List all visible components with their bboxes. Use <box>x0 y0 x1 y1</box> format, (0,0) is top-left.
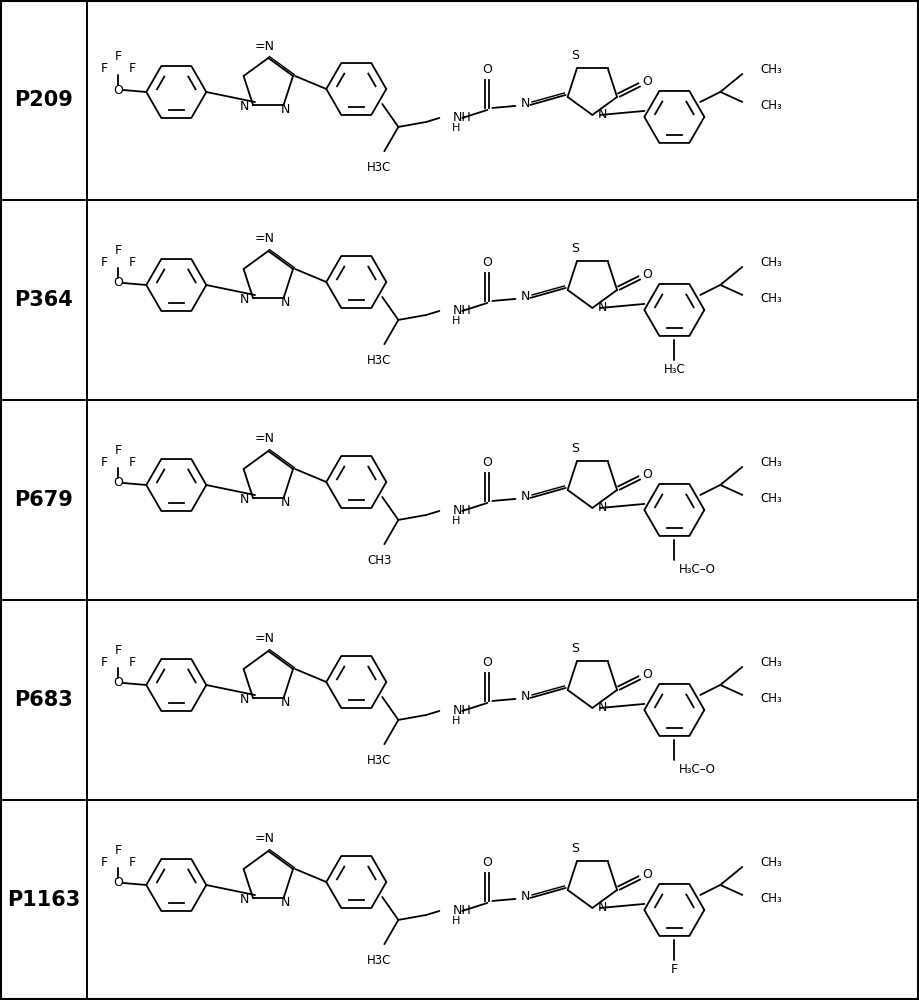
Text: CH₃: CH₃ <box>760 692 782 705</box>
Text: =N: =N <box>255 633 274 646</box>
Text: CH₃: CH₃ <box>760 892 782 905</box>
Text: CH₃: CH₃ <box>760 256 782 269</box>
Text: H: H <box>452 516 460 526</box>
Text: F: F <box>129 456 136 468</box>
Text: O: O <box>482 656 493 669</box>
Text: F: F <box>115 50 122 64</box>
Text: CH₃: CH₃ <box>760 99 782 112</box>
Text: H3C: H3C <box>368 354 391 367</box>
Text: N: N <box>521 97 530 110</box>
Text: S: S <box>571 442 579 455</box>
Text: N: N <box>521 890 530 903</box>
Text: N: N <box>521 290 530 303</box>
Text: O: O <box>642 268 652 281</box>
Text: F: F <box>101 456 108 468</box>
Text: H₃C–O: H₃C–O <box>679 563 716 576</box>
Text: H: H <box>452 123 460 133</box>
Text: O: O <box>642 668 652 681</box>
Text: O: O <box>113 276 123 290</box>
Text: S: S <box>571 642 579 655</box>
Text: O: O <box>482 63 493 76</box>
Text: F: F <box>101 62 108 76</box>
Text: S: S <box>571 49 579 62</box>
Text: O: O <box>642 868 652 881</box>
Text: CH₃: CH₃ <box>760 492 782 505</box>
Text: O: O <box>642 468 652 481</box>
Text: O: O <box>482 256 493 269</box>
Text: CH3: CH3 <box>368 554 391 567</box>
Text: F: F <box>115 844 122 856</box>
Text: O: O <box>482 456 493 469</box>
Text: NH: NH <box>452 704 471 717</box>
Text: CH₃: CH₃ <box>760 63 782 76</box>
Text: H3C: H3C <box>368 754 391 767</box>
Text: NH: NH <box>452 111 471 124</box>
Text: H₃C: H₃C <box>664 363 686 376</box>
Text: CH₃: CH₃ <box>760 856 782 869</box>
Text: H3C: H3C <box>368 954 391 967</box>
Text: H: H <box>452 316 460 326</box>
Text: CH₃: CH₃ <box>760 656 782 669</box>
Text: O: O <box>113 876 123 890</box>
Text: N: N <box>281 896 290 909</box>
Text: O: O <box>113 84 123 97</box>
Text: F: F <box>115 644 122 656</box>
Text: N: N <box>597 108 607 121</box>
Text: H: H <box>452 716 460 726</box>
Text: F: F <box>115 243 122 256</box>
Text: P679: P679 <box>14 490 74 510</box>
Text: F: F <box>101 255 108 268</box>
Text: F: F <box>101 856 108 868</box>
Text: N: N <box>281 296 290 309</box>
Text: =N: =N <box>255 39 274 52</box>
Text: N: N <box>239 893 249 906</box>
Text: N: N <box>239 293 249 306</box>
Text: N: N <box>597 701 607 714</box>
Text: O: O <box>113 477 123 489</box>
Text: =N: =N <box>255 832 274 846</box>
Text: =N: =N <box>255 232 274 245</box>
Text: P209: P209 <box>14 90 74 110</box>
Text: N: N <box>239 493 249 506</box>
Text: H3C: H3C <box>368 161 391 174</box>
Text: S: S <box>571 842 579 855</box>
Text: H₃C–O: H₃C–O <box>679 763 716 776</box>
Text: N: N <box>521 690 530 703</box>
Text: CH₃: CH₃ <box>760 292 782 305</box>
Text: P364: P364 <box>15 290 73 310</box>
Text: N: N <box>597 501 607 514</box>
Text: =N: =N <box>255 432 274 446</box>
Text: S: S <box>571 242 579 255</box>
Text: F: F <box>129 656 136 668</box>
Text: NH: NH <box>452 904 471 917</box>
Text: NH: NH <box>452 304 471 317</box>
Text: N: N <box>281 696 290 709</box>
Text: P683: P683 <box>15 690 73 710</box>
Text: N: N <box>281 496 290 509</box>
Text: N: N <box>239 100 249 113</box>
Text: F: F <box>115 444 122 456</box>
Text: F: F <box>129 856 136 868</box>
Text: NH: NH <box>452 504 471 517</box>
Text: N: N <box>281 103 290 116</box>
Text: N: N <box>597 901 607 914</box>
Text: O: O <box>113 676 123 690</box>
Text: CH₃: CH₃ <box>760 456 782 469</box>
Text: N: N <box>597 301 607 314</box>
Text: N: N <box>521 490 530 503</box>
Text: F: F <box>129 255 136 268</box>
Text: P1163: P1163 <box>7 890 80 910</box>
Text: O: O <box>642 75 652 88</box>
Text: N: N <box>239 693 249 706</box>
Text: O: O <box>482 856 493 869</box>
Text: H: H <box>452 916 460 926</box>
Text: F: F <box>101 656 108 668</box>
Text: F: F <box>129 62 136 76</box>
Text: F: F <box>671 963 678 976</box>
